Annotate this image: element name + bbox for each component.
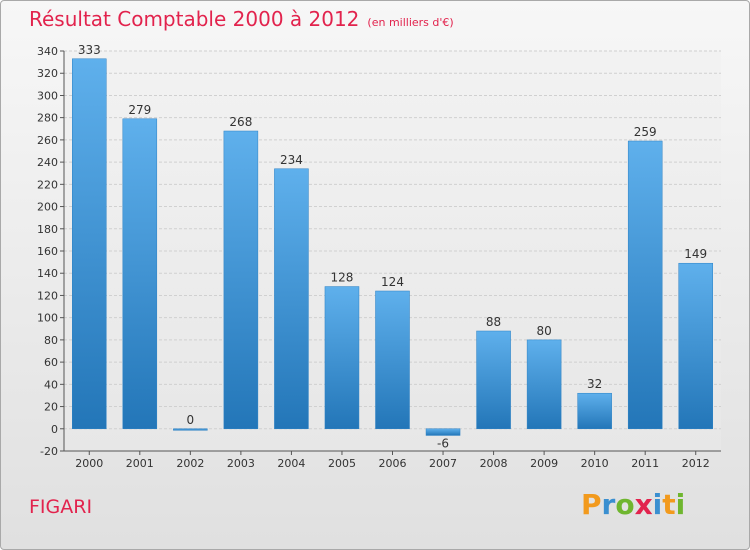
data-label: 279 [128,103,151,117]
data-label: 124 [381,275,404,289]
x-tick-label: 2003 [227,457,255,470]
y-tick-label: 180 [37,223,58,236]
x-tick-label: 2004 [277,457,305,470]
chart-title-text: Résultat Comptable 2000 à 2012 [29,7,360,31]
y-tick-label: 240 [37,156,58,169]
bar [526,339,562,430]
x-tick-label: 2010 [581,457,609,470]
proxiti-logo: Proxiti [581,488,685,521]
logo-letter: i [675,488,686,521]
y-tick-label: 100 [37,312,58,325]
plot-area: -20 0 20 40 60 80 100 120 140 160 180 200 220 240 260 2… [37,43,721,470]
x-tick-label: 2002 [176,457,204,470]
y-tick-label: 260 [37,134,58,147]
y-tick-label: 280 [37,112,58,125]
y-tick-label: 120 [37,289,58,302]
data-label: -6 [437,436,449,450]
commune-name: FIGARI [29,496,93,518]
logo-letter: x [634,488,653,521]
chart-subtitle: (en milliers d'€) [367,16,454,29]
bar [173,428,208,431]
x-tick-label: 2009 [530,457,558,470]
y-tick-label: 160 [37,245,58,258]
data-label: 234 [280,153,303,167]
y-tick-label: 200 [37,201,58,214]
bar [425,428,461,436]
x-tick-label: 2000 [75,457,103,470]
logo-letter: r [601,488,616,521]
x-tick-label: 2005 [328,457,356,470]
data-label: 0 [187,413,195,427]
bar [72,58,107,430]
x-tick-label: 2008 [480,457,508,470]
logo-letter: i [652,488,663,521]
y-tick-label: 300 [37,89,58,102]
chart-title: Résultat Comptable 2000 à 2012 (en millie… [29,7,454,31]
data-label: 88 [486,315,501,329]
bar [627,140,663,430]
x-tick-label: 2012 [682,457,710,470]
x-tick-label: 2001 [126,457,154,470]
data-label: 80 [536,324,551,338]
x-tick-label: 2011 [631,457,659,470]
bar [324,286,360,430]
y-tick-label: -20 [40,445,58,458]
y-tick-label: 60 [44,356,58,369]
y-tick-label: 40 [44,378,58,391]
data-label: 333 [78,43,101,57]
bar [577,392,612,430]
data-label: 149 [684,247,707,261]
bar [223,130,259,430]
data-label: 268 [229,115,252,129]
logo-letter: t [662,488,676,521]
bar [122,118,158,430]
y-tick-label: 220 [37,178,58,191]
y-tick-label: 140 [37,267,58,280]
data-label: 128 [331,271,354,285]
bar [274,168,309,430]
bar [476,330,511,430]
y-tick-label: 20 [44,401,58,414]
y-tick-label: 320 [37,67,58,80]
bar [375,290,410,430]
bar [678,262,713,430]
data-label: 259 [634,125,657,139]
x-tick-label: 2007 [429,457,457,470]
y-tick-label: 340 [37,45,58,58]
y-tick-label: 0 [51,423,58,436]
logo-letter: P [581,488,602,521]
y-tick-label: 80 [44,334,58,347]
data-label: 32 [587,377,602,391]
x-tick-label: 2006 [379,457,407,470]
logo-letter: o [615,488,635,521]
